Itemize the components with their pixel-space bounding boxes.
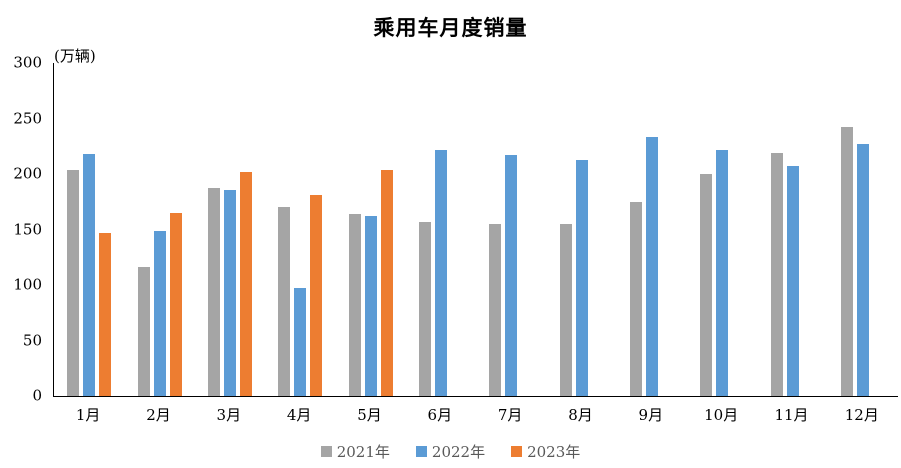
legend-item-2023年: 2023年 — [511, 441, 580, 462]
bar-2021年-8月 — [559, 223, 572, 396]
legend-label: 2022年 — [431, 443, 486, 461]
y-axis-unit-label: (万辆) — [54, 47, 96, 65]
x-axis-label-6月: 6月 — [427, 406, 453, 424]
bar-2021年-6月 — [418, 221, 431, 396]
bar-2021年-4月 — [278, 207, 291, 396]
x-axis-label-1月: 1月 — [75, 406, 101, 424]
bar-2022年-7月 — [505, 155, 518, 396]
bar-2022年-2月 — [153, 230, 166, 396]
y-axis-tick-label: 0 — [32, 386, 42, 405]
legend: 2021年 2022年 2023年 — [10, 441, 891, 462]
bar-2021年-1月 — [67, 169, 80, 396]
bar-2023年-1月 — [99, 232, 112, 396]
bar-2022年-4月 — [294, 288, 307, 396]
bar-2022年-9月 — [645, 137, 658, 396]
plot-area — [53, 63, 898, 397]
bar-2022年-3月 — [223, 189, 236, 396]
legend-swatch-icon — [320, 446, 332, 457]
bar-2022年-6月 — [434, 149, 447, 396]
bar-2021年-12月 — [840, 127, 853, 396]
bar-2021年-11月 — [770, 152, 783, 396]
legend-swatch-icon — [511, 446, 523, 457]
x-axis-label-9月: 9月 — [638, 406, 664, 424]
bar-2021年-2月 — [137, 267, 150, 396]
legend-swatch-icon — [415, 446, 427, 457]
bar-2023年-4月 — [310, 195, 323, 396]
bar-2022年-10月 — [716, 149, 729, 396]
y-axis-tick-label: 50 — [22, 331, 42, 349]
x-axis-label-10月: 10月 — [704, 406, 739, 424]
chart-title: 乘用车月度销量 — [373, 15, 528, 40]
x-axis-label-8月: 8月 — [568, 406, 593, 424]
bar-2021年-9月 — [629, 201, 642, 396]
bar-2023年-2月 — [169, 212, 182, 396]
legend-item-2022年: 2022年 — [415, 441, 486, 462]
x-axis-label-4月: 4月 — [286, 406, 312, 424]
y-axis-tick-label: 300 — [13, 53, 42, 72]
y-axis-tick-label: 150 — [13, 220, 42, 238]
y-axis-tick-label: 250 — [13, 109, 42, 127]
bar-2021年-10月 — [700, 174, 713, 396]
x-axis-label-5月: 5月 — [357, 406, 382, 424]
x-axis-label-3月: 3月 — [216, 406, 242, 424]
bar-2023年-3月 — [239, 171, 252, 396]
y-axis-tick-label: 200 — [13, 164, 42, 183]
bar-2022年-11月 — [786, 166, 799, 396]
bar-2022年-1月 — [83, 154, 96, 396]
legend-label: 2023年 — [527, 443, 581, 461]
bar-2022年-8月 — [575, 159, 588, 396]
x-axis-label-11月: 11月 — [774, 406, 809, 424]
bar-2023年-5月 — [380, 169, 393, 396]
legend-item-2021年: 2021年 — [320, 441, 390, 462]
bar-2021年-3月 — [207, 188, 220, 396]
x-axis-label-12月: 12月 — [844, 406, 879, 424]
bar-2022年-12月 — [856, 144, 869, 396]
x-axis-label-7月: 7月 — [497, 406, 523, 424]
legend-label: 2021年 — [336, 443, 390, 461]
bar-2022年-5月 — [364, 216, 377, 396]
bar-2021年-5月 — [348, 213, 361, 396]
y-axis-tick-label: 100 — [13, 275, 42, 294]
x-axis-label-2月: 2月 — [146, 406, 171, 424]
bar-2021年-7月 — [489, 223, 502, 396]
